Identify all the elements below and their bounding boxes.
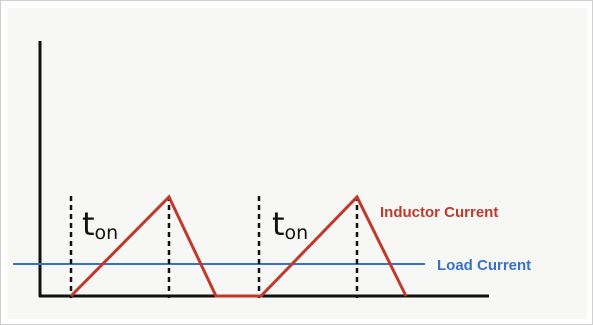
diagram-canvas: ton ton Inductor Current Load Current <box>8 8 587 319</box>
inductor-current-label: Inductor Current <box>380 204 498 221</box>
ton-label-2: ton <box>272 205 308 244</box>
waveform-diagram: ton ton Inductor Current Load Current <box>13 41 531 298</box>
ton-label-1: ton <box>82 205 118 244</box>
inductor-current-waveform <box>69 194 408 298</box>
load-current-label: Load Current <box>437 257 531 274</box>
